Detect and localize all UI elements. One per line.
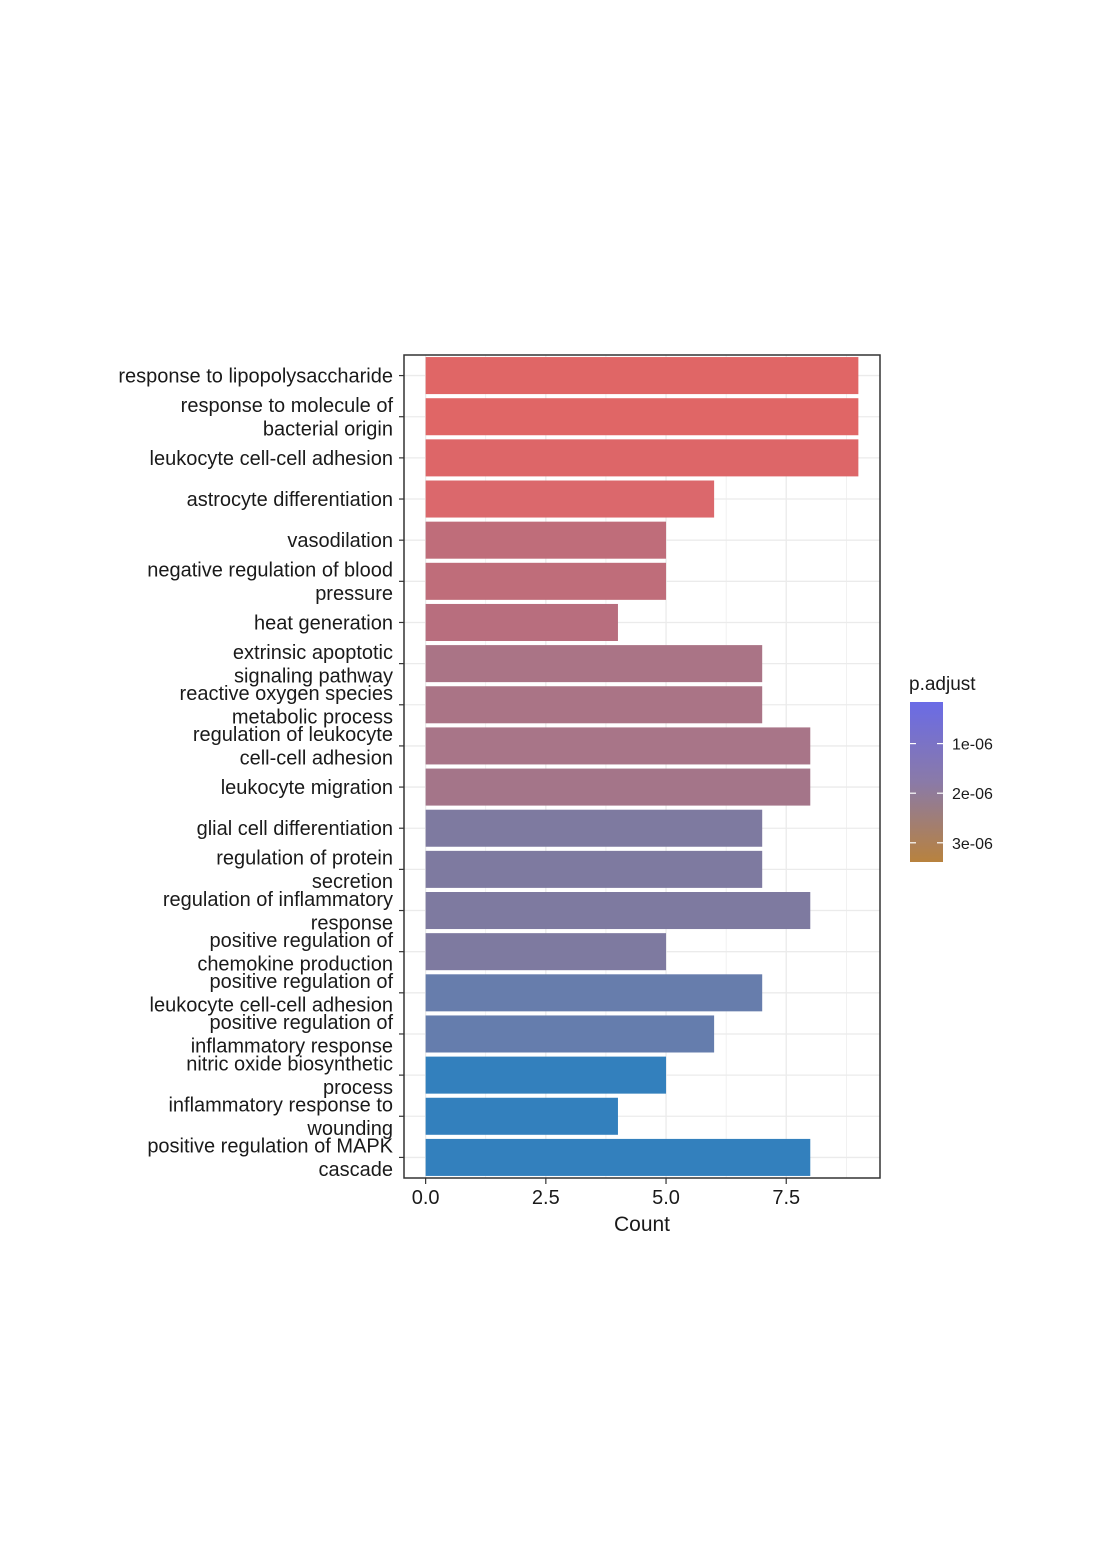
y-tick-label: astrocyte differentiation [187, 489, 393, 511]
bar [425, 933, 667, 971]
bar [425, 892, 811, 930]
bar [425, 1138, 811, 1176]
bar [425, 686, 763, 724]
bar [425, 603, 618, 641]
bar [425, 398, 859, 436]
x-tick-label: 7.5 [772, 1187, 800, 1209]
y-tick-label: extrinsic apoptotic signaling pathway [233, 642, 393, 688]
y-tick-label: negative regulation of blood pressure [147, 560, 393, 606]
y-tick-label: regulation of protein secretion [216, 848, 393, 894]
bar [425, 974, 763, 1012]
y-tick-label: regulation of leukocyte cell-cell adhesio… [193, 724, 393, 770]
y-tick-label: leukocyte cell-cell adhesion [150, 448, 393, 470]
x-axis: 0.0 2.5 5.0 7.5 [412, 1178, 800, 1209]
y-tick-label: positive regulation of inflammatory respo… [191, 1012, 394, 1058]
y-tick-label: positive regulation of leukocyte cell-cel… [150, 971, 394, 1017]
y-tick-label: nitric oxide biosynthetic process [186, 1053, 393, 1099]
y-tick-label: response to molecule of bacterial origin [181, 395, 394, 441]
y-tick-label: response to lipopolysaccharide [118, 366, 393, 388]
y-tick-label: inflammatory response to wounding [168, 1095, 393, 1141]
legend-tick-label: 2e-06 [952, 786, 993, 803]
y-axis: response to lipopolysaccharide response t… [118, 366, 404, 1182]
bar [425, 562, 667, 600]
bar [425, 809, 763, 847]
bar [425, 850, 763, 888]
y-tick-label: regulation of inflammatory response [163, 889, 393, 935]
legend-tick-label: 1e-06 [952, 737, 993, 754]
bar [425, 480, 715, 518]
y-tick-label: glial cell differentiation [197, 818, 393, 840]
plot-panel-background [404, 355, 880, 1178]
legend-colorbar [910, 702, 943, 862]
legend-ticks: 1e-06 2e-06 3e-06 [910, 737, 993, 853]
x-tick-label: 0.0 [412, 1187, 440, 1209]
bar [425, 768, 811, 806]
x-tick-label: 5.0 [652, 1187, 680, 1209]
bar [425, 727, 811, 765]
y-tick-label: heat generation [254, 612, 393, 634]
y-tick-label: positive regulation of MAPK cascade [147, 1136, 393, 1182]
bar [425, 645, 763, 683]
plot-panel-border [403, 354, 881, 1179]
bar [425, 1056, 667, 1094]
y-tick-label: vasodilation [287, 530, 393, 552]
bar [425, 1097, 618, 1135]
x-axis-title: Count [614, 1213, 670, 1236]
y-tick-label: leukocyte migration [221, 777, 393, 799]
x-tick-label: 2.5 [532, 1187, 560, 1209]
y-tick-label: positive regulation of chemokine producti… [197, 930, 393, 976]
bars [425, 357, 859, 1176]
legend: p.adjust 1e-06 2e-06 3e-06 [909, 674, 993, 862]
bar [425, 521, 667, 559]
y-tick-label: reactive oxygen species metabolic process [180, 683, 393, 729]
bar [425, 357, 859, 395]
legend-tick-label: 3e-06 [952, 836, 993, 853]
bar [425, 1015, 715, 1053]
bar [425, 439, 859, 477]
legend-title: p.adjust [909, 674, 976, 695]
